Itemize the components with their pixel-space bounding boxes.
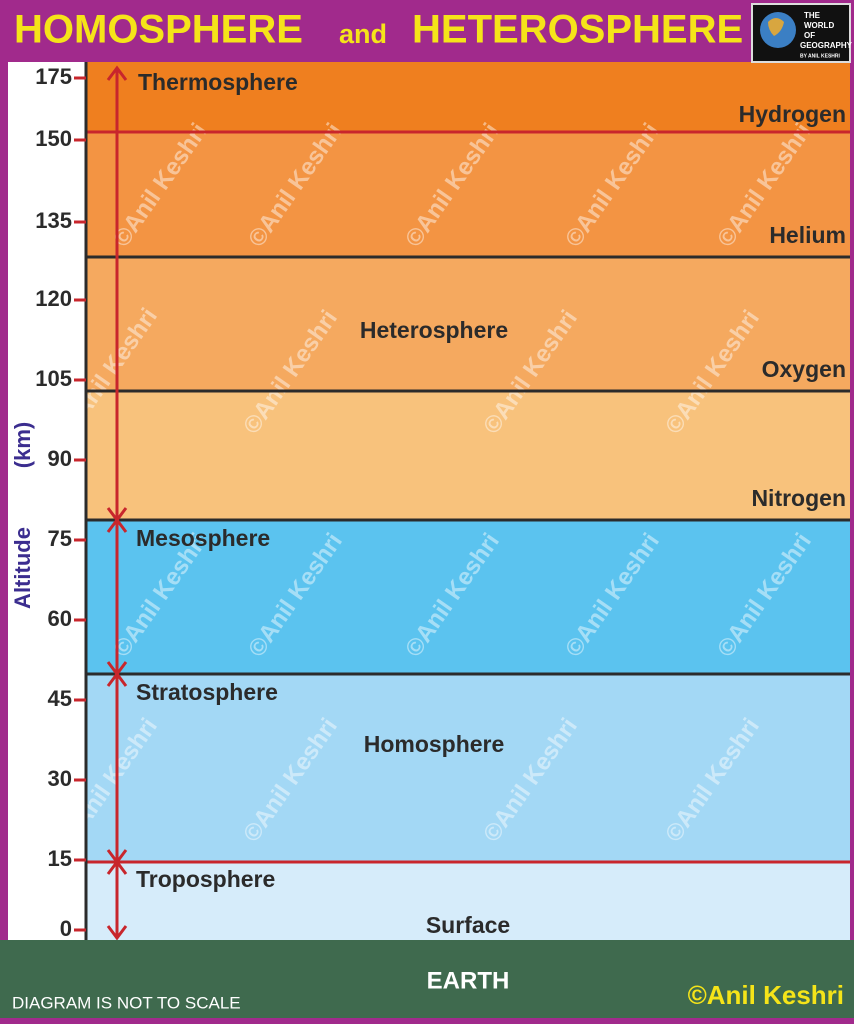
tick-label: 90 bbox=[48, 446, 72, 471]
band bbox=[86, 132, 850, 257]
arrow-head bbox=[106, 517, 128, 533]
gas-label: Oxygen bbox=[762, 356, 846, 382]
axis-unit: (km) bbox=[10, 422, 35, 468]
axis-label: Altitude bbox=[10, 527, 35, 609]
logo-text: THE bbox=[804, 11, 821, 20]
layer-bands bbox=[86, 62, 850, 940]
title-part: and bbox=[339, 19, 387, 49]
band bbox=[86, 520, 850, 674]
sphere-label: Heterosphere bbox=[360, 317, 508, 343]
logo-text: OF bbox=[804, 31, 815, 40]
gas-label: Hydrogen bbox=[739, 101, 846, 127]
title-part: HOMOSPHERE bbox=[14, 8, 303, 52]
layer-label: Thermosphere bbox=[138, 69, 298, 95]
axis-panel bbox=[8, 62, 86, 940]
credit: ©Anil Keshri bbox=[688, 980, 844, 1010]
layer-label: Stratosphere bbox=[136, 679, 278, 705]
sphere-label: Homosphere bbox=[364, 731, 505, 757]
tick-label: 75 bbox=[48, 526, 72, 551]
band bbox=[86, 674, 850, 862]
arrow-head bbox=[106, 859, 128, 875]
surface-label: Surface bbox=[426, 912, 510, 938]
boundaries bbox=[84, 62, 850, 940]
title-part: HETEROSPHERE bbox=[412, 8, 743, 52]
globe-land bbox=[768, 18, 784, 36]
tick-label: 150 bbox=[35, 126, 72, 151]
tick-label: 135 bbox=[35, 208, 72, 233]
layer-label: Troposphere bbox=[136, 866, 275, 892]
band bbox=[86, 862, 850, 940]
tick-label: 0 bbox=[60, 916, 72, 941]
tick-label: 120 bbox=[35, 286, 72, 311]
tick-label: 105 bbox=[35, 366, 72, 391]
tick-label: 30 bbox=[48, 766, 72, 791]
tick-label: 175 bbox=[35, 64, 72, 89]
logo-text: GEOGRAPHY bbox=[800, 41, 853, 50]
band bbox=[86, 391, 850, 520]
earth-band bbox=[0, 940, 854, 1018]
arrow-head bbox=[106, 925, 128, 941]
earth-label: EARTH bbox=[427, 967, 510, 994]
layer-label: Mesosphere bbox=[136, 525, 270, 551]
tick-label: 15 bbox=[48, 846, 72, 871]
note: DIAGRAM IS NOT TO SCALE bbox=[12, 993, 241, 1012]
logo: THE WORLD OF GEOGRAPHY BY ANIL KESHRI bbox=[751, 3, 853, 63]
tick-label: 60 bbox=[48, 606, 72, 631]
logo-text: BY ANIL KESHRI bbox=[800, 53, 841, 59]
gas-label: Helium bbox=[769, 222, 846, 248]
band bbox=[86, 257, 850, 391]
band bbox=[86, 62, 850, 132]
arrow-head bbox=[106, 671, 128, 687]
logo-text: WORLD bbox=[804, 21, 834, 30]
tick-label: 45 bbox=[48, 686, 72, 711]
arrow-head bbox=[106, 65, 128, 81]
gas-label: Nitrogen bbox=[751, 485, 846, 511]
range-arrows bbox=[106, 65, 128, 941]
